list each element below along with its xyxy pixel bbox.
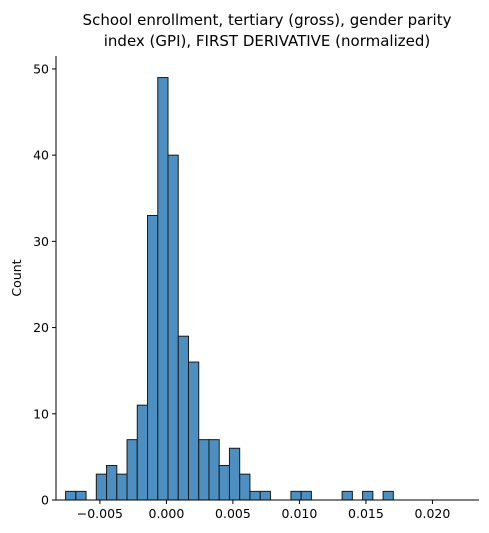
histogram-bar — [382, 490, 394, 501]
y-axis-ticks: 0 10 20 30 40 50 — [33, 61, 56, 508]
y-axis-label: Count — [9, 259, 24, 296]
histogram-bar — [198, 439, 210, 501]
histogram-bar — [228, 447, 241, 501]
histogram-bars — [65, 77, 394, 501]
y-tick-label: 30 — [33, 234, 49, 249]
histogram-bar — [106, 465, 118, 501]
y-tick-label: 0 — [41, 493, 49, 508]
histogram-bar — [147, 214, 159, 501]
x-axis-ticks: −0.005 0.000 0.005 0.010 0.015 0.020 — [77, 500, 451, 521]
histogram-bar — [136, 404, 149, 501]
x-tick-label: −0.005 — [77, 506, 123, 521]
histogram-bar — [290, 490, 302, 501]
histogram-bar — [249, 490, 261, 501]
histogram-bar — [177, 335, 189, 501]
x-tick-label: 0.015 — [348, 506, 384, 521]
histogram-bar — [341, 490, 353, 501]
x-tick-label: 0.000 — [149, 506, 185, 521]
histogram-bar — [208, 439, 220, 501]
histogram-bar — [362, 490, 374, 501]
histogram-bar — [116, 473, 128, 501]
x-tick-label: 0.010 — [282, 506, 318, 521]
histogram-bar — [218, 465, 230, 501]
histogram-bar — [157, 77, 169, 501]
y-tick-label: 50 — [33, 61, 49, 76]
x-tick-label: 0.020 — [415, 506, 451, 521]
histogram-bar — [126, 439, 138, 501]
y-tick-label: 40 — [33, 148, 49, 163]
y-tick-label: 20 — [33, 320, 49, 335]
x-tick-label: 0.005 — [215, 506, 251, 521]
chart-title-line-2: index (GPI), FIRST DERIVATIVE (normalize… — [104, 32, 430, 50]
y-tick-label: 10 — [33, 406, 49, 421]
histogram-bar — [187, 361, 200, 501]
chart-title-line-1: School enrollment, tertiary (gross), gen… — [83, 11, 452, 29]
histogram-bar — [167, 154, 179, 501]
histogram-bar — [95, 473, 108, 501]
histogram-bar — [300, 490, 312, 501]
histogram-bar — [65, 490, 77, 501]
histogram-bar — [259, 490, 271, 501]
histogram-bar — [239, 473, 251, 501]
histogram-bar — [75, 490, 87, 501]
